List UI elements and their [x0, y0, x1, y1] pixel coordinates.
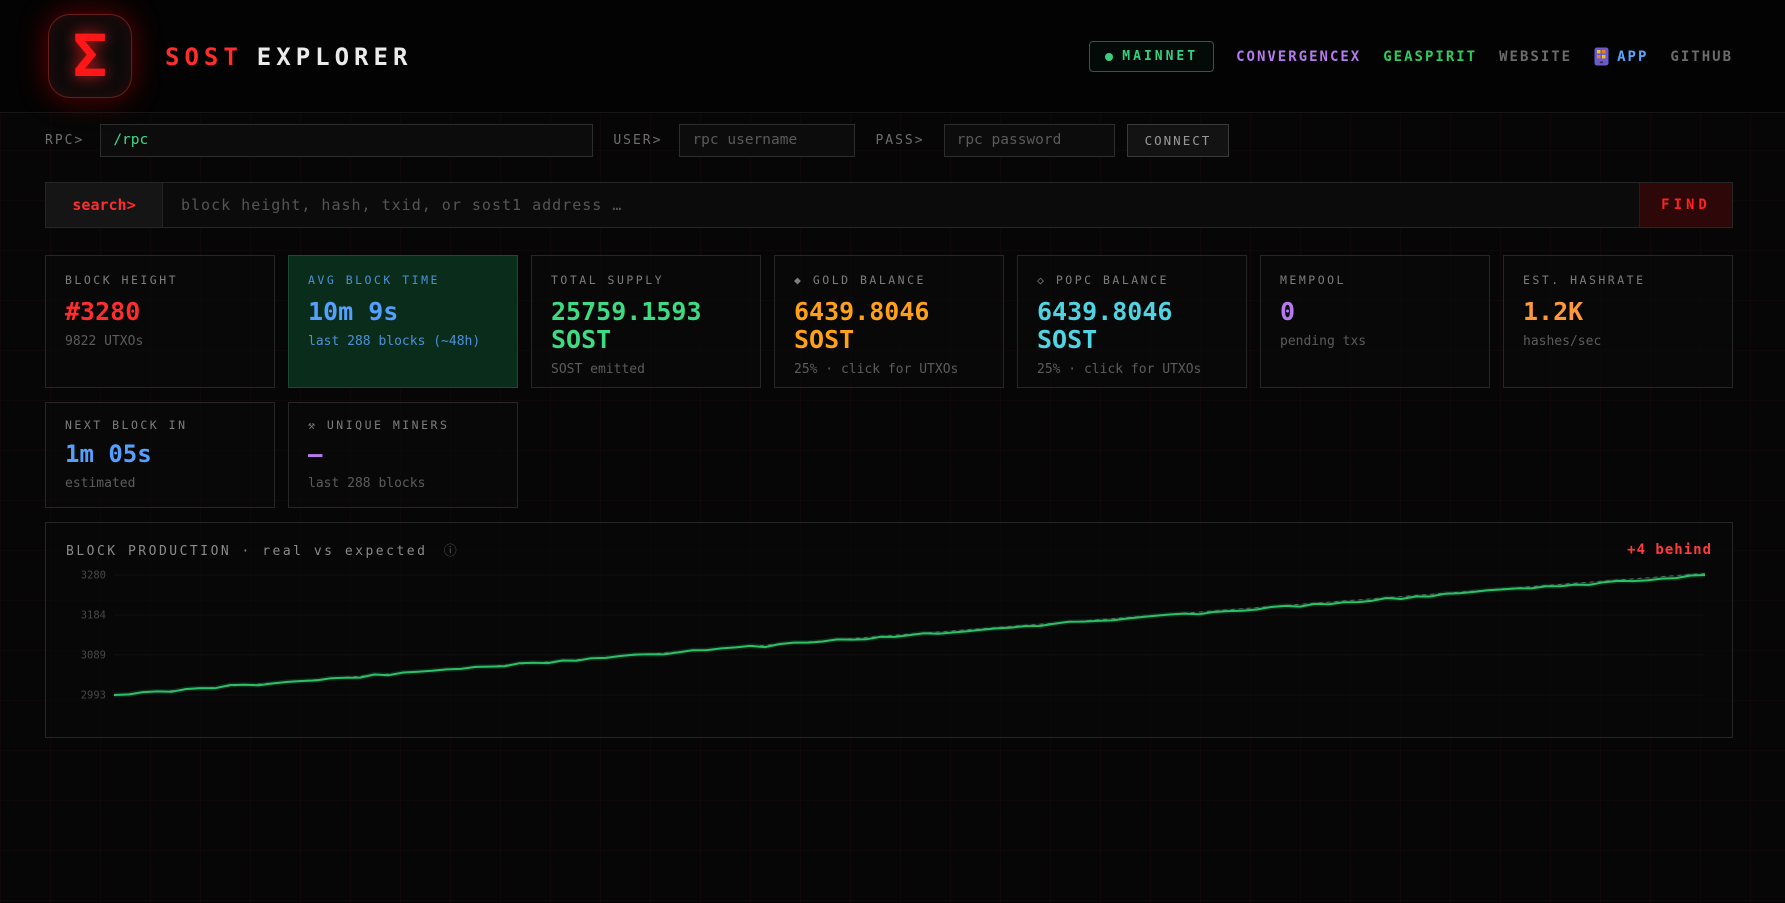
real-line	[114, 575, 1705, 695]
sigma-logo-icon: Σ	[73, 27, 108, 85]
network-status-dot-icon	[1105, 53, 1113, 61]
stat-sub: last 288 blocks	[308, 476, 498, 491]
stat-label: EST. HASHRATE	[1523, 273, 1713, 287]
stat-label: ⚒ UNIQUE MINERS	[308, 418, 498, 432]
network-badge: MAINNET	[1089, 41, 1214, 72]
stat-card-next-block: NEXT BLOCK IN 1m 05s estimated	[45, 402, 275, 508]
brand-secondary: EXPLORER	[257, 43, 413, 71]
stat-value: 25759.1593 SOST	[551, 298, 741, 354]
nav-link-geaspirit[interactable]: GEASPIRIT	[1383, 49, 1477, 65]
stat-card-unique-miners: ⚒ UNIQUE MINERS — last 288 blocks	[288, 402, 518, 508]
stat-label: ◇ POPC BALANCE	[1037, 273, 1227, 287]
y-axis-tick: 2993	[81, 690, 106, 702]
search-prompt-label: search>	[46, 183, 163, 227]
stat-value: 6439.8046 SOST	[794, 298, 984, 354]
blocks-behind-badge: +4 behind	[1627, 542, 1712, 558]
brand-primary: SOST	[165, 43, 243, 71]
stats-row-2: NEXT BLOCK IN 1m 05s estimated ⚒ UNIQUE …	[45, 402, 1733, 508]
y-axis-tick: 3184	[81, 610, 106, 622]
stat-value: #3280	[65, 298, 255, 326]
gold-diamond-icon: ◆	[794, 273, 803, 287]
stat-card-avg-block-time: AVG BLOCK TIME 10m 9s last 288 blocks (~…	[288, 255, 518, 388]
search-bar: search> FIND	[45, 182, 1733, 228]
stat-label: MEMPOOL	[1280, 273, 1470, 287]
connect-button[interactable]: CONNECT	[1127, 124, 1230, 157]
stats-row-1: BLOCK HEIGHT #3280 9822 UTXOs AVG BLOCK …	[45, 255, 1733, 388]
stat-value: 6439.8046 SOST	[1037, 298, 1227, 354]
app-logo: Σ	[48, 14, 132, 98]
mobile-phone-icon	[1594, 47, 1609, 66]
block-production-title: BLOCK PRODUCTION · real vs expected ⓘ	[66, 540, 457, 559]
rpc-url-input[interactable]	[100, 124, 593, 157]
stat-sub: 9822 UTXOs	[65, 334, 255, 349]
stat-sub: hashes/sec	[1523, 334, 1713, 349]
stat-card-total-supply: TOTAL SUPPLY 25759.1593 SOST SOST emitte…	[531, 255, 761, 388]
stat-sub: last 288 blocks (~48h)	[308, 334, 498, 349]
rpc-username-input[interactable]	[679, 124, 855, 157]
header-nav: MAINNET CONVERGENCEX GEASPIRIT WEBSITE A…	[1089, 0, 1733, 113]
stat-label: ◆ GOLD BALANCE	[794, 273, 984, 287]
miner-pick-icon: ⚒	[308, 418, 317, 432]
popc-diamond-icon: ◇	[1037, 273, 1046, 287]
info-icon[interactable]: ⓘ	[444, 544, 457, 559]
rpc-user-label: USER>	[613, 133, 662, 148]
app-header: Σ SOST EXPLORER MAINNET CONVERGENCEX GEA…	[0, 0, 1785, 113]
stat-value: 1.2K	[1523, 298, 1713, 326]
stat-label: AVG BLOCK TIME	[308, 273, 498, 287]
y-axis-tick: 3089	[81, 649, 106, 661]
nav-link-app[interactable]: APP	[1594, 47, 1648, 66]
rpc-pass-label: PASS>	[875, 133, 924, 148]
block-production-chart: 3280 3184 3089 2993	[46, 565, 1734, 735]
rpc-url-label: RPC>	[45, 133, 84, 148]
network-badge-label: MAINNET	[1122, 49, 1198, 64]
stat-card-popc-balance[interactable]: ◇ POPC BALANCE 6439.8046 SOST 25% · clic…	[1017, 255, 1247, 388]
rpc-password-input[interactable]	[944, 124, 1115, 157]
stat-value: 0	[1280, 298, 1470, 326]
stat-label: BLOCK HEIGHT	[65, 273, 255, 287]
stat-label: NEXT BLOCK IN	[65, 418, 255, 432]
rpc-connection-bar: RPC> USER> PASS> CONNECT	[45, 122, 1733, 158]
nav-link-website[interactable]: WEBSITE	[1499, 49, 1572, 65]
stat-value: 1m 05s	[65, 441, 255, 468]
stat-value: —	[308, 441, 498, 468]
stat-card-gold-balance[interactable]: ◆ GOLD BALANCE 6439.8046 SOST 25% · clic…	[774, 255, 1004, 388]
block-production-panel: BLOCK PRODUCTION · real vs expected ⓘ +4…	[45, 522, 1733, 738]
nav-link-convergencex[interactable]: CONVERGENCEX	[1236, 49, 1361, 65]
stat-sub: SOST emitted	[551, 362, 741, 377]
stat-sub: 25% · click for UTXOs	[1037, 362, 1227, 377]
stat-card-mempool: MEMPOOL 0 pending txs	[1260, 255, 1490, 388]
nav-link-github[interactable]: GITHUB	[1670, 49, 1733, 65]
stat-sub: 25% · click for UTXOs	[794, 362, 984, 377]
stat-sub: pending txs	[1280, 334, 1470, 349]
search-input[interactable]	[163, 183, 1639, 227]
block-production-header: BLOCK PRODUCTION · real vs expected ⓘ +4…	[66, 540, 1712, 559]
y-axis-tick: 3280	[81, 570, 106, 582]
stat-label: TOTAL SUPPLY	[551, 273, 741, 287]
nav-link-app-label: APP	[1617, 49, 1648, 65]
stat-card-block-height: BLOCK HEIGHT #3280 9822 UTXOs	[45, 255, 275, 388]
stat-card-hashrate: EST. HASHRATE 1.2K hashes/sec	[1503, 255, 1733, 388]
find-button[interactable]: FIND	[1639, 183, 1732, 227]
stat-value: 10m 9s	[308, 298, 498, 326]
stat-sub: estimated	[65, 476, 255, 491]
page-title: SOST EXPLORER	[165, 0, 412, 113]
